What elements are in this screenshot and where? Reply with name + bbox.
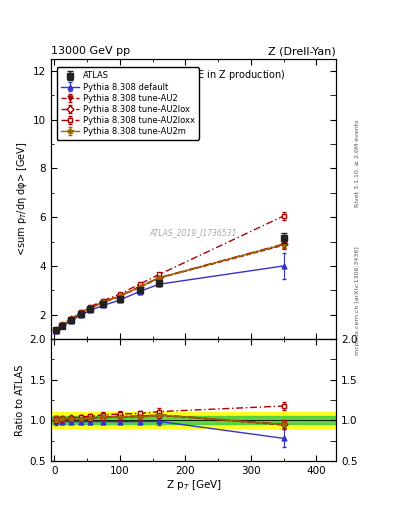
Text: $\langle$pT$\rangle$ vs p$^Z_T$ (ATLAS UE in Z production): $\langle$pT$\rangle$ vs p$^Z_T$ (ATLAS U…	[101, 67, 286, 84]
Text: ATLAS_2019_I1736531: ATLAS_2019_I1736531	[150, 228, 237, 237]
Y-axis label: <sum p$_T$/dη dφ> [GeV]: <sum p$_T$/dη dφ> [GeV]	[15, 142, 29, 256]
X-axis label: Z p$_T$ [GeV]: Z p$_T$ [GeV]	[165, 478, 222, 493]
Legend: ATLAS, Pythia 8.308 default, Pythia 8.308 tune-AU2, Pythia 8.308 tune-AU2lox, Py: ATLAS, Pythia 8.308 default, Pythia 8.30…	[57, 67, 199, 140]
Bar	[51, 412, 336, 429]
Y-axis label: Ratio to ATLAS: Ratio to ATLAS	[15, 364, 26, 436]
Text: Rivet 3.1.10, ≥ 2.6M events: Rivet 3.1.10, ≥ 2.6M events	[355, 119, 360, 207]
Text: mcplots.cern.ch [arXiv:1306.3436]: mcplots.cern.ch [arXiv:1306.3436]	[355, 246, 360, 355]
Bar	[51, 416, 336, 424]
Text: Z (Drell-Yan): Z (Drell-Yan)	[268, 46, 336, 56]
Text: 13000 GeV pp: 13000 GeV pp	[51, 46, 130, 56]
